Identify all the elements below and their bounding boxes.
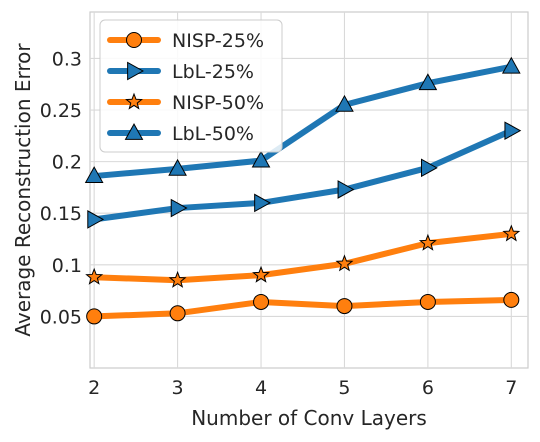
legend-entry: NISP-25% [107,30,264,52]
data-point-marker [337,180,355,199]
data-point-marker [335,94,354,112]
y-tick-label: 0.15 [40,203,82,225]
series-nisp-50- [85,224,521,288]
x-tick-label: 5 [338,377,350,399]
legend-box [99,19,283,153]
legend-entry: LbL-25% [107,61,254,83]
legend-label: LbL-50% [172,123,254,145]
tick-labels: 0.05 0.1 0.15 0.2 0.25 0.3 2 3 4 5 6 7 [40,48,518,399]
series-line [91,230,515,284]
data-point-marker [252,265,270,283]
data-point-marker [170,198,188,218]
x-tick-label: 2 [88,377,100,399]
series-layer [84,56,522,325]
data-point-marker [87,210,105,229]
series-nisp-25- [86,291,520,325]
data-point-marker [251,150,271,168]
series-line [91,63,515,180]
data-point-marker [253,293,270,310]
data-point-marker [254,193,271,213]
legend-marker [127,61,144,81]
legend: NISP-25% LbL-25% NISP-50% LbL-50% [99,19,283,153]
legend-marker [124,123,144,140]
x-tick-label: 4 [255,377,267,399]
x-tick-label: 6 [422,377,434,399]
x-axis-title: Number of Conv Layers [191,406,427,430]
y-tick-label: 0.25 [40,100,82,122]
y-tick-label: 0.1 [52,255,82,277]
data-point-marker [168,158,187,176]
legend-entry: NISP-50% [107,92,264,114]
data-point-marker [86,308,103,325]
data-point-marker [501,56,521,74]
y-tick-label: 0.3 [52,48,82,70]
series-lbl-50- [84,56,521,183]
data-point-marker [418,233,437,251]
legend-entry: LbL-50% [107,123,254,145]
y-axis-title: Average Reconstruction Error [11,43,35,337]
legend-label: NISP-25% [172,30,264,52]
data-point-marker [504,121,522,141]
series-line [91,296,515,320]
legend-label: LbL-25% [172,61,254,83]
data-point-marker [84,166,104,183]
series-lbl-25- [87,121,522,229]
data-point-marker [168,270,187,288]
legend-marker [126,32,142,48]
data-point-marker [169,305,186,322]
y-tick-label: 0.2 [52,152,82,174]
data-point-marker [85,267,104,285]
data-point-marker [419,293,436,310]
data-point-marker [418,73,438,91]
data-point-marker [421,158,438,178]
legend-label: NISP-50% [172,92,264,114]
data-point-marker [335,254,354,272]
x-tick-label: 7 [505,377,517,399]
legend-marker [125,92,143,110]
y-tick-label: 0.05 [40,306,82,328]
data-point-marker [503,291,520,308]
x-tick-label: 3 [172,377,184,399]
data-point-marker [502,224,521,242]
data-point-marker [336,298,353,315]
series-line [91,127,515,223]
